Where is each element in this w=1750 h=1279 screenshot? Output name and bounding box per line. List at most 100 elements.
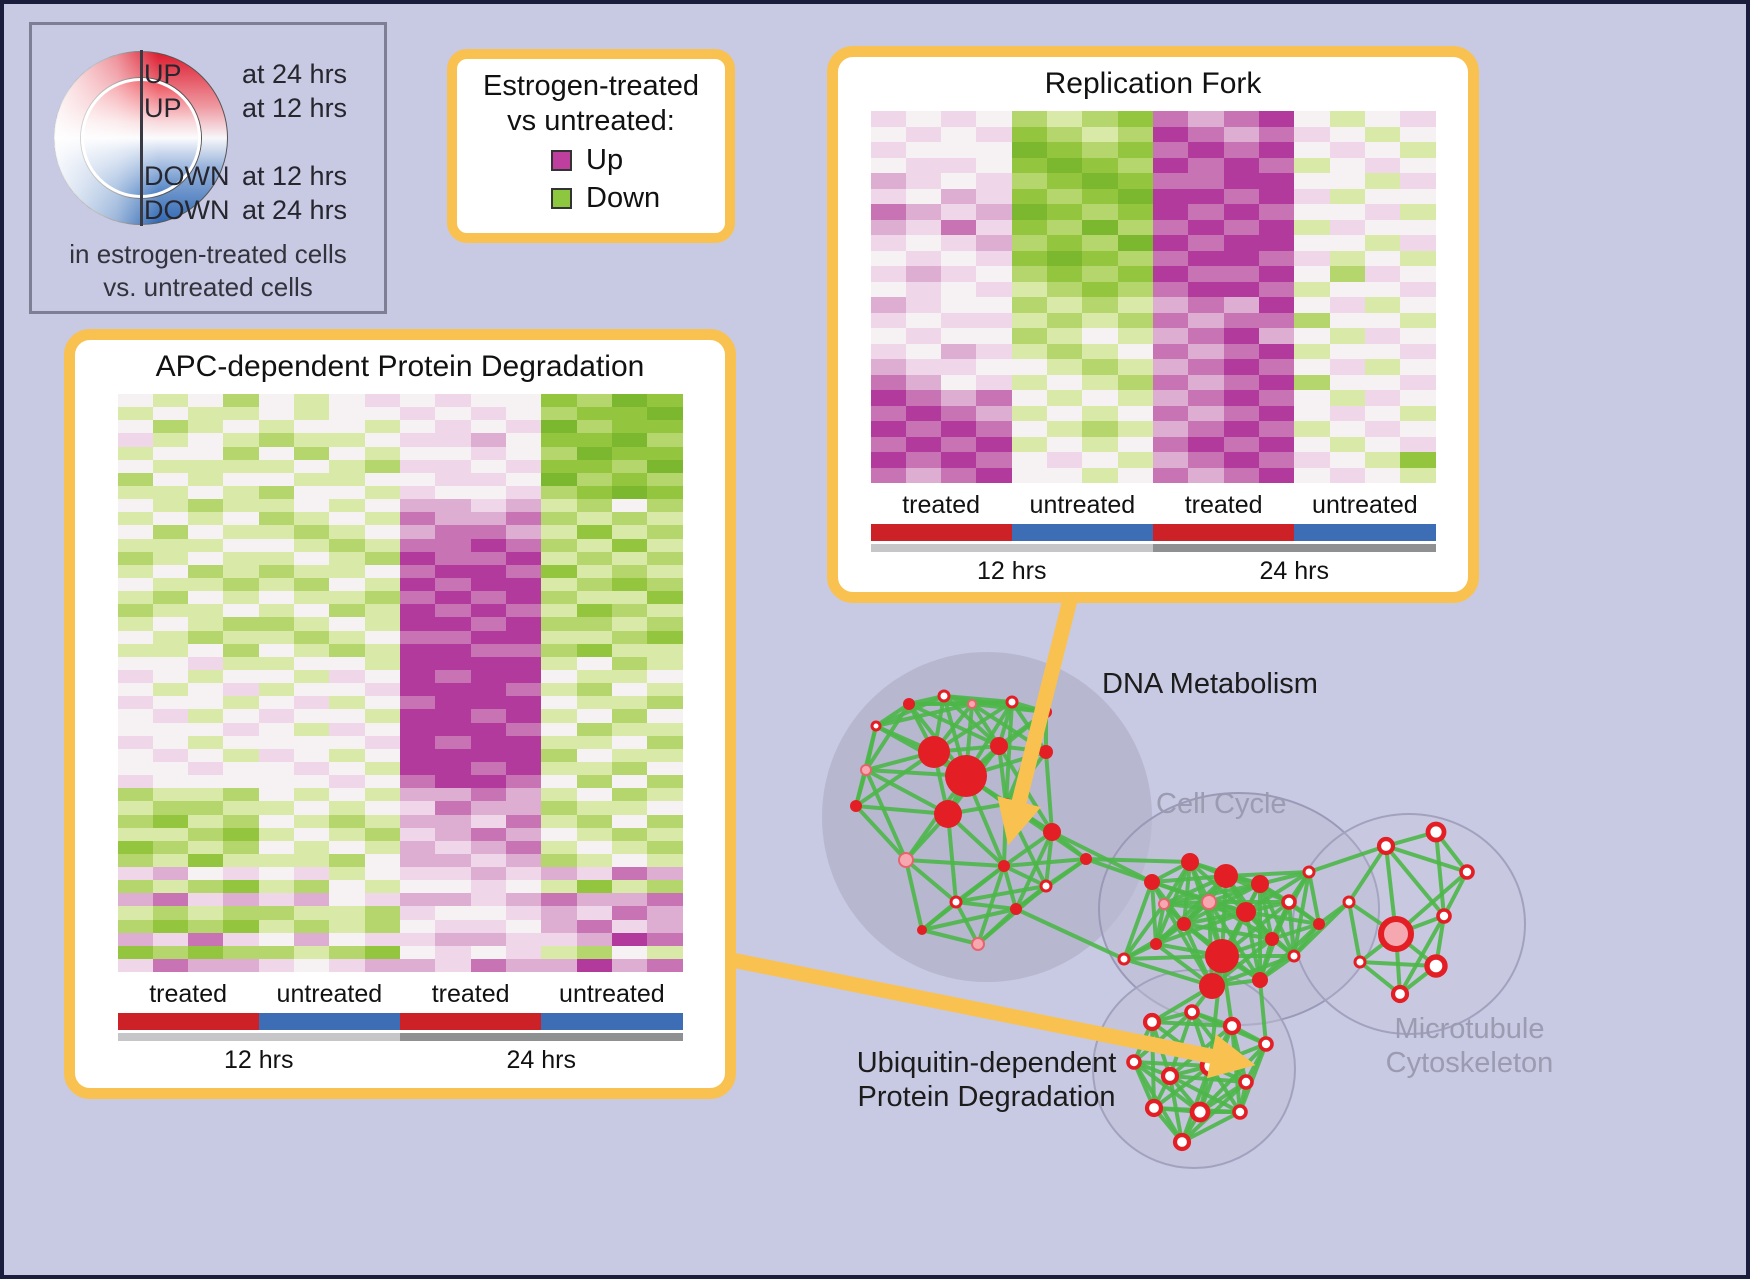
heatmap-cell — [1400, 126, 1436, 142]
heatmap-cell — [400, 814, 436, 828]
heatmap-cell — [1153, 374, 1189, 390]
heatmap-cell — [1294, 390, 1330, 406]
heatmap-cell — [223, 630, 259, 644]
heatmap-cell — [976, 467, 1012, 483]
heatmap-cell — [400, 735, 436, 749]
heatmap-cell — [294, 722, 330, 736]
heatmap-cell — [258, 827, 295, 841]
heatmap-cell — [329, 446, 365, 460]
heatmap-cell — [1011, 452, 1048, 468]
heatmap-cell — [152, 893, 189, 907]
heatmap-cell — [223, 669, 259, 684]
heatmap-cell — [976, 204, 1012, 220]
heatmap-cell — [223, 499, 259, 513]
heatmap-cell — [294, 617, 330, 631]
heatmap-cell — [1223, 436, 1259, 452]
heatmap-cell — [152, 591, 189, 605]
heatmap-cell — [364, 394, 400, 408]
heatmap-cell — [294, 709, 330, 723]
network-edge — [904, 859, 924, 931]
heatmap-cell — [541, 761, 577, 776]
heatmap-row — [870, 297, 1436, 313]
heatmap-row — [870, 328, 1436, 344]
heatmap-cell — [117, 906, 153, 920]
heatmap-cell — [505, 696, 542, 710]
heatmap-cell — [400, 696, 436, 710]
heatmap-cell — [400, 512, 436, 526]
heatmap-cell — [1188, 328, 1224, 344]
heatmap-cell — [294, 630, 330, 644]
connector-arrow — [997, 598, 1078, 846]
heatmap-cell — [152, 959, 189, 973]
heatmap-cell — [435, 577, 471, 592]
heatmap-cell — [117, 472, 153, 486]
network-edge — [854, 769, 868, 807]
heatmap-cell — [1117, 374, 1153, 390]
heatmap-cell — [1011, 157, 1048, 173]
heatmap-cell — [1258, 281, 1295, 297]
heatmap-cell — [576, 696, 612, 710]
heatmap-cell — [1364, 219, 1401, 235]
heatmap-cell — [1082, 126, 1118, 142]
heatmap-cell — [117, 735, 153, 749]
heatmap-cell — [541, 945, 577, 960]
heatmap-cell — [505, 485, 542, 500]
heatmap-row — [117, 394, 683, 408]
time-label-24hrs: 24 hrs — [506, 1046, 576, 1074]
heatmap-cell — [364, 630, 400, 644]
heatmap-cell — [117, 656, 153, 670]
heatmap-cell — [505, 906, 542, 920]
heatmap-cell — [364, 525, 400, 539]
heatmap-cell — [329, 959, 365, 973]
heatmap-cell — [1117, 204, 1153, 220]
heatmap-cell — [576, 906, 612, 920]
heatmap-cell — [435, 420, 471, 434]
heatmap-cell — [505, 551, 542, 565]
heatmap-cell — [611, 551, 648, 565]
heatmap-cell — [647, 801, 683, 815]
heatmap-cell — [188, 538, 224, 552]
heatmap-cell — [1117, 126, 1153, 142]
heatmap-cell — [188, 748, 224, 762]
heatmap-cell — [1258, 142, 1295, 158]
time-labels: 12 hrs 24 hrs — [118, 1046, 683, 1075]
heatmap-cell — [223, 945, 259, 960]
heatmap-cell — [1223, 266, 1259, 282]
heatmap-cell — [541, 669, 577, 684]
network-edge — [1292, 871, 1311, 957]
heatmap-cell — [435, 394, 471, 408]
time-label: at 12 hrs — [242, 161, 348, 191]
heatmap-cell — [541, 683, 577, 697]
heatmap-cell — [223, 959, 259, 973]
network-node — [1039, 745, 1053, 759]
heatmap-cell — [1011, 405, 1048, 421]
heatmap-cell — [400, 407, 436, 421]
time-bars — [117, 1033, 683, 1041]
heatmap-cell — [647, 945, 683, 960]
heatmap-cell — [1294, 359, 1330, 375]
heatmap-cell — [117, 669, 153, 684]
heatmap-cell — [1011, 219, 1048, 235]
heatmap-cell — [541, 564, 577, 578]
heatmap-cell — [1329, 250, 1365, 266]
heatmap-cell — [1082, 173, 1118, 189]
heatmap-cell — [223, 420, 259, 434]
heatmap-cell — [470, 577, 506, 592]
heatmap-cell — [1153, 328, 1189, 344]
heatmap-cell — [435, 748, 471, 762]
condition-bars — [117, 1013, 683, 1030]
heatmap-cell — [1329, 266, 1365, 282]
network-node — [898, 852, 914, 868]
heatmap-cell — [117, 551, 153, 565]
heatmap-cell — [294, 880, 330, 894]
heatmap-cell — [223, 394, 259, 408]
heatmap-cell — [976, 452, 1012, 468]
time-label: at 24 hrs — [242, 59, 348, 89]
heatmap-cell — [1117, 250, 1153, 266]
direction-label: DOWN — [144, 161, 230, 191]
heatmap-row — [870, 436, 1436, 452]
heatmap-cell — [976, 250, 1012, 266]
heatmap-cell — [223, 591, 259, 605]
heatmap-cell — [400, 906, 436, 920]
heatmap-cell — [400, 630, 436, 644]
